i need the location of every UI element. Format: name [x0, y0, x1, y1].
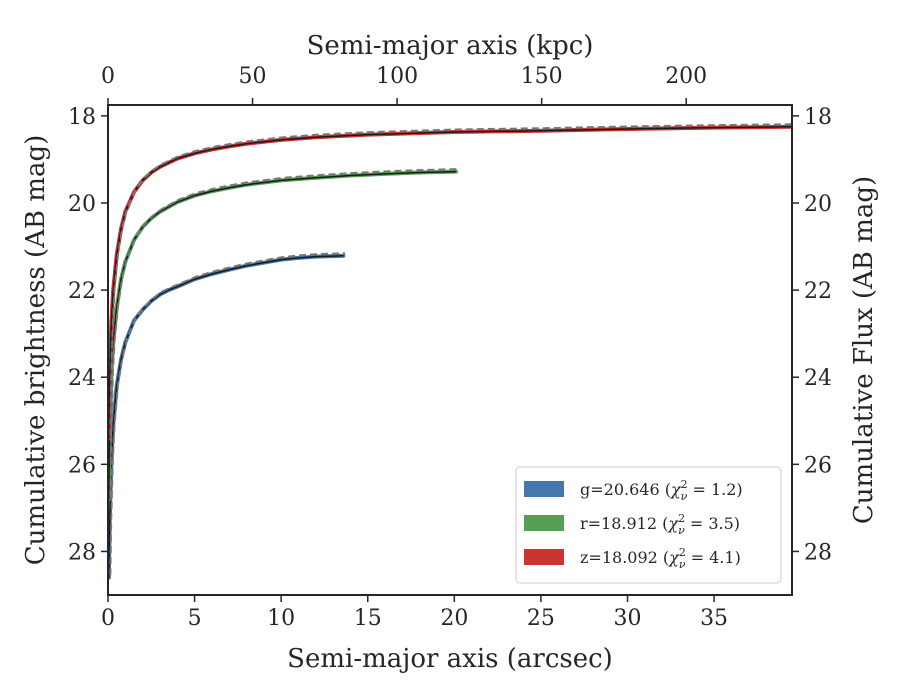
y-tick-label-right: 26	[804, 453, 832, 478]
x-tick-label-bottom: 15	[354, 606, 382, 631]
x-tick-label-bottom: 35	[700, 606, 728, 631]
legend-box	[515, 466, 782, 584]
curves-layer	[108, 123, 792, 580]
x-tick-label-bottom: 20	[440, 606, 468, 631]
series-line-0	[108, 253, 346, 580]
y-tick-label-left: 22	[68, 279, 96, 304]
legend-swatch-1	[524, 515, 564, 531]
y-tick-label-left: 26	[68, 453, 96, 478]
x-tick-label-top: 0	[101, 64, 115, 89]
x-tick-label-bottom: 5	[188, 606, 202, 631]
fit-line-2	[109, 123, 792, 436]
fit-line-1	[109, 168, 458, 497]
y-tick-label-left: 28	[68, 540, 96, 565]
legend-swatch-0	[524, 481, 564, 497]
y-tick-label-right: 22	[804, 279, 832, 304]
x-tick-label-top: 150	[521, 64, 563, 89]
y-tick-label-right: 18	[804, 105, 832, 130]
y-tick-label-left: 20	[68, 192, 96, 217]
plot-frame	[107, 104, 793, 596]
y-axis-title-left: Cumulative brightness (AB mag)	[21, 135, 51, 566]
legend-swatch-2	[524, 549, 564, 565]
legend: g=20.646 (χ2 ν = 1.2) r=18.912 (χ2 ν = 3.5)…	[515, 466, 782, 584]
x-tick-label-bottom: 10	[267, 606, 295, 631]
x-axis-title-top: Semi-major axis (kpc)	[307, 31, 594, 61]
legend-label-1: r=18.912 (χ2 ν = 3.5)	[580, 512, 740, 537]
fit-line-0	[109, 252, 346, 576]
y-tick-label-left: 24	[68, 366, 96, 391]
x-axis-title-bottom: Semi-major axis (arcsec)	[287, 644, 613, 674]
y-axis-title-right: Cumulative Flux (AB mag)	[849, 176, 879, 524]
y-tick-label-right: 20	[804, 192, 832, 217]
y-tick-label-right: 28	[804, 540, 832, 565]
legend-label-2: z=18.092 (χ2 ν = 4.1)	[580, 546, 741, 571]
x-tick-label-top: 50	[239, 64, 267, 89]
x-tick-label-bottom: 25	[527, 606, 555, 631]
x-tick-label-bottom: 0	[101, 606, 115, 631]
series-line-1	[108, 169, 459, 502]
x-tick-label-top: 200	[665, 64, 707, 89]
y-tick-label-left: 18	[68, 105, 96, 130]
x-tick-label-top: 100	[376, 64, 418, 89]
x-tick-label-bottom: 30	[613, 606, 641, 631]
model-line-1	[108, 170, 457, 500]
model-line-2	[108, 126, 792, 439]
model-line-0	[108, 254, 344, 578]
legend-label-0: g=20.646 (χ2 ν = 1.2)	[580, 478, 743, 503]
y-tick-label-right: 24	[804, 366, 832, 391]
ticks-layer: 0 5 10 15 20 25 30 35 0 50 100 150 200 18 18 20 20 22 22 24…	[68, 64, 832, 631]
